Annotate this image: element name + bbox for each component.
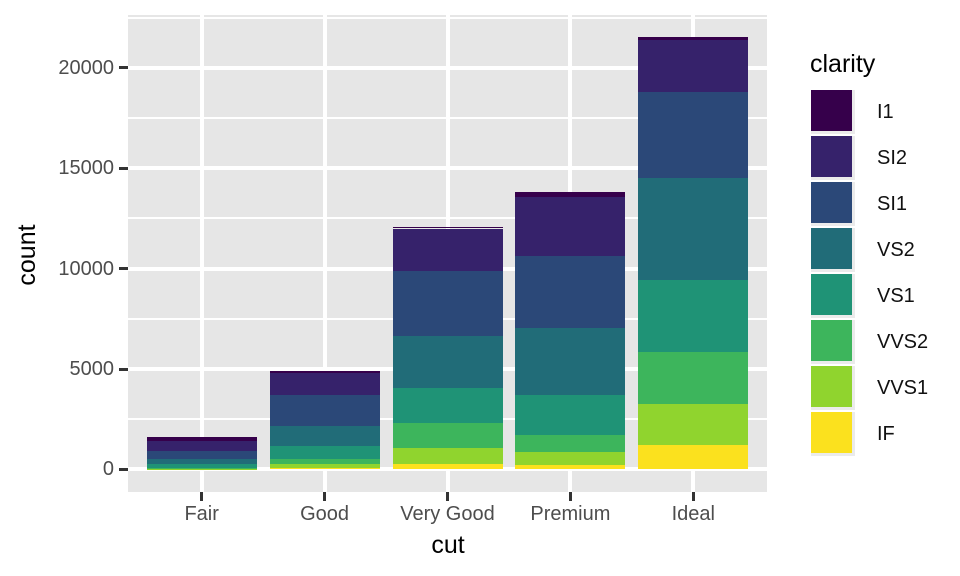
- legend-swatch-si2: [811, 136, 852, 177]
- bar-segment-ideal-si1: [638, 91, 749, 178]
- bar-segment-very-good-vs1: [392, 387, 503, 424]
- bar-segment-ideal-vs1: [638, 279, 749, 352]
- bar-segment-ideal-if: [638, 445, 749, 470]
- bar-segment-premium-vs2: [515, 327, 626, 396]
- bar-segment-very-good-si1: [392, 270, 503, 336]
- bar-segment-good-i1: [269, 370, 380, 373]
- legend-label-vvs2: VVS2: [877, 331, 929, 353]
- bar-segment-ideal-i1: [638, 36, 749, 40]
- legend-label-si2: SI2: [877, 147, 908, 169]
- x-tick-mark-ideal: [691, 492, 695, 501]
- y-tick-mark-15000: [119, 166, 128, 170]
- bar-segment-premium-if: [515, 464, 626, 470]
- bar-segment-very-good-i1: [392, 226, 503, 229]
- bar-segment-very-good-vs2: [392, 335, 503, 388]
- x-tick-label-very-good: Very Good: [400, 503, 495, 525]
- y-tick-label-0: 0: [102, 458, 114, 481]
- bar-segment-fair-i1: [146, 437, 257, 442]
- bar-segment-premium-i1: [515, 192, 626, 197]
- legend-swatch-if: [811, 412, 852, 453]
- bar-segment-premium-si2: [515, 196, 626, 256]
- major-gridline-x-Fair: [199, 15, 204, 492]
- y-tick-mark-5000: [119, 367, 128, 371]
- legend-swatch-i1: [811, 90, 852, 131]
- bar-segment-ideal-vs2: [638, 177, 749, 280]
- legend-swatch-si1: [811, 182, 852, 223]
- legend: clarity I1 SI2 SI1 VS2 VS1 VVS2 VVS1 IF: [810, 50, 960, 458]
- x-tick-mark-premium: [568, 492, 572, 501]
- legend-swatch-vvs1: [811, 366, 852, 407]
- y-tick-label-15000: 15000: [58, 157, 114, 180]
- x-tick-mark-good: [323, 492, 327, 501]
- bar-segment-good-vs1: [269, 445, 380, 459]
- bar-segment-very-good-if: [392, 464, 503, 470]
- legend-swatch-vs1: [811, 274, 852, 315]
- legend-title: clarity: [810, 50, 876, 78]
- bar-segment-good-si2: [269, 372, 380, 395]
- bar-segment-fair-si1: [146, 450, 257, 459]
- bar-segment-ideal-vvs2: [638, 351, 749, 404]
- x-tick-label-good: Good: [300, 503, 350, 525]
- legend-item-si2: SI2: [810, 136, 960, 182]
- legend-label-i1: I1: [877, 101, 894, 123]
- y-tick-label-5000: 5000: [69, 358, 115, 380]
- x-tick-label-ideal: Ideal: [671, 503, 715, 525]
- bar-segment-very-good-vvs1: [392, 448, 503, 465]
- legend-label-vvs1: VVS1: [877, 377, 929, 399]
- bar-segment-ideal-si2: [638, 39, 749, 92]
- y-tick-mark-20000: [119, 66, 128, 70]
- x-axis-title: cut: [431, 531, 465, 559]
- legend-label-if: IF: [877, 423, 895, 445]
- legend-items: I1 SI2 SI1 VS2 VS1 VVS2 VVS1 IF: [810, 90, 960, 458]
- bar-segment-ideal-vvs1: [638, 403, 749, 446]
- x-tick-mark-fair: [200, 492, 204, 501]
- bar-segment-premium-si1: [515, 255, 626, 328]
- bar-segment-fair-vvs2: [146, 467, 257, 469]
- bar-segment-very-good-si2: [392, 228, 503, 271]
- x-tick-mark-very-good: [446, 492, 449, 501]
- legend-item-vs1: VS1: [810, 274, 960, 320]
- bar-segment-good-vvs1: [269, 464, 380, 468]
- bar-segment-premium-vvs2: [515, 434, 626, 453]
- y-tick-label-20000: 20000: [58, 56, 114, 79]
- y-tick-mark-10000: [119, 267, 128, 271]
- plot-panel: [128, 15, 767, 492]
- bar-segment-good-vvs2: [269, 458, 380, 465]
- y-axis-title: count: [13, 224, 41, 286]
- bar-segment-good-if: [269, 467, 380, 470]
- bar-segment-premium-vvs1: [515, 452, 626, 465]
- legend-item-vvs1: VVS1: [810, 366, 960, 412]
- legend-swatch-vvs2: [811, 320, 852, 361]
- bar-segment-premium-vs1: [515, 395, 626, 435]
- legend-label-vs1: VS1: [877, 285, 915, 307]
- legend-label-si1: SI1: [877, 193, 908, 215]
- y-tick-label-10000: 10000: [58, 257, 114, 280]
- bar-segment-very-good-vvs2: [392, 423, 503, 449]
- x-tick-label-premium: Premium: [530, 503, 611, 525]
- legend-item-if: IF: [810, 412, 960, 458]
- x-tick-label-fair: Fair: [184, 503, 219, 525]
- major-gridline-x-Good: [322, 15, 327, 492]
- legend-item-si1: SI1: [810, 182, 960, 228]
- legend-item-vvs2: VVS2: [810, 320, 960, 366]
- bar-segment-fair-vs1: [146, 464, 257, 468]
- legend-item-i1: I1: [810, 90, 960, 136]
- bar-segment-good-vs2: [269, 425, 380, 446]
- legend-swatch-vs2: [811, 228, 852, 269]
- y-tick-mark-0: [119, 467, 128, 471]
- bar-segment-fair-vs2: [146, 458, 257, 465]
- legend-label-vs2: VS2: [877, 239, 915, 261]
- legend-item-vs2: VS2: [810, 228, 960, 274]
- bar-segment-good-si1: [269, 394, 380, 426]
- bar-segment-fair-si2: [146, 441, 257, 451]
